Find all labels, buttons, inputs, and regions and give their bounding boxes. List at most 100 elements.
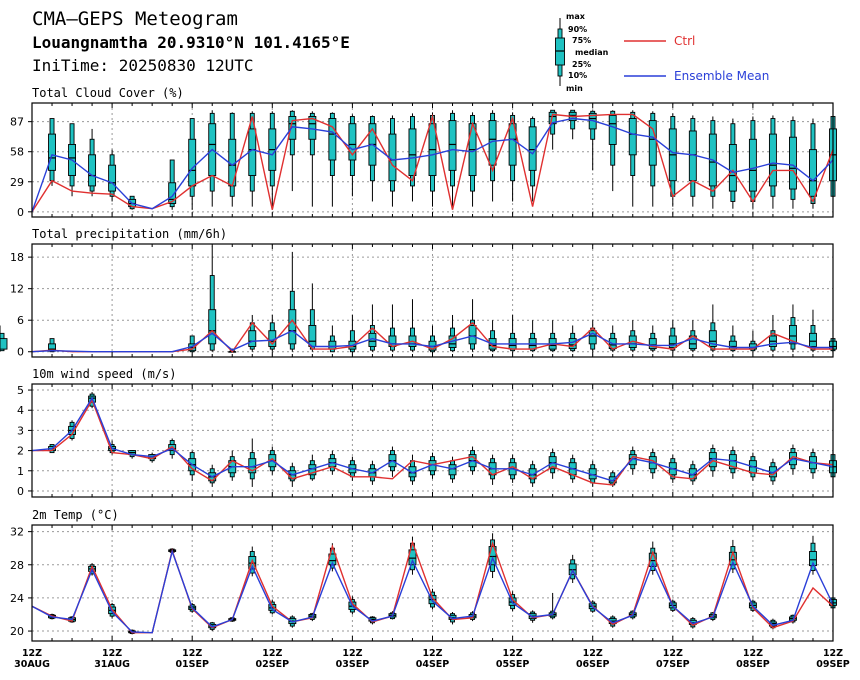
panel-frame (31, 524, 834, 642)
box-inner (708, 452, 717, 468)
x-tick-label-date: 07SEP (656, 659, 690, 670)
ensemble-box (809, 309, 817, 352)
box-legend-label: median (575, 48, 609, 57)
x-tick-label-date: 04SEP (416, 659, 450, 670)
y-tick-label: 6 (17, 314, 24, 327)
ensemble-box (668, 113, 677, 207)
ensemble-box (448, 314, 457, 352)
box-legend-label: 75% (572, 36, 591, 45)
ensemble-box (688, 115, 697, 207)
x-tick-label-date: 31AUG (94, 659, 130, 670)
ensemble-mean-line (31, 549, 834, 634)
ensemble-box (88, 128, 97, 197)
ensemble-box (268, 314, 277, 352)
ensemble-box (108, 149, 117, 202)
ensemble-box (0, 325, 8, 352)
ensemble-box (448, 110, 457, 207)
box-inner (348, 123, 357, 161)
box-inner (188, 138, 197, 187)
x-tick-label-hour: 12Z (503, 648, 523, 659)
legend-ctrl-label: Ctrl (674, 34, 695, 48)
ensemble-box (248, 314, 257, 352)
ensemble-box (648, 325, 657, 352)
x-tick-label-hour: 12Z (422, 648, 442, 659)
ensemble-box (488, 533, 497, 579)
ensemble-box (608, 110, 617, 192)
y-tick-label: 58 (10, 146, 24, 159)
box-inner (0, 338, 8, 350)
box-inner (468, 325, 477, 345)
y-tick-label: 12 (10, 283, 24, 296)
ensemble-box (768, 115, 777, 209)
panel-title: 2m Temp (°C) (32, 508, 119, 522)
box-legend-label: min (566, 84, 583, 93)
ensemble-box (708, 116, 717, 209)
y-tick-label: 0 (17, 485, 24, 498)
panel-title: Total Cloud Cover (%) (32, 86, 184, 100)
x-tick-label-hour: 12Z (663, 648, 683, 659)
ensemble-box (188, 118, 197, 210)
box-inner (789, 136, 797, 190)
x-tick-label-hour: 12Z (22, 648, 42, 659)
location-line: Louangnamtha 20.9310°N 101.4165°E (32, 33, 350, 52)
y-tick-label: 32 (10, 526, 24, 539)
x-tick-label-date: 08SEP (736, 659, 770, 670)
ensemble-mean-line (31, 117, 834, 213)
x-tick-label-hour: 12Z (262, 648, 282, 659)
ensemble-box (488, 110, 497, 202)
x-tick-label-date: 05SEP (496, 659, 530, 670)
box-inner (608, 114, 617, 145)
x-tick-label-hour: 12Z (182, 648, 202, 659)
box-inner (648, 338, 657, 350)
x-tick-label-hour: 12Z (743, 648, 763, 659)
x-tick-label-date: 06SEP (576, 659, 610, 670)
ensemble-box (568, 109, 577, 140)
box-inner (248, 330, 257, 347)
y-tick-label: 0 (17, 206, 24, 219)
box-inner (48, 133, 56, 171)
x-tick-label-date: 01SEP (175, 659, 209, 670)
y-tick-label: 87 (10, 116, 24, 129)
ensemble-box (668, 320, 677, 352)
box-inner (748, 138, 757, 192)
ensemble-box (568, 554, 577, 583)
box-inner (168, 182, 177, 204)
box-inner (768, 133, 777, 187)
box-inner (88, 154, 97, 187)
location-coordinates: 20.9310°N 101.4165°E (157, 33, 350, 52)
ensemble-box (308, 283, 317, 352)
ensemble-box (268, 111, 277, 209)
panel-title: 10m wind speed (m/s) (32, 367, 177, 381)
x-tick-label-date: 03SEP (336, 659, 370, 670)
y-tick-label: 28 (10, 559, 24, 572)
box-inner (408, 128, 417, 176)
y-tick-label: 0 (17, 346, 24, 359)
ensemble-box (308, 111, 317, 207)
ensemble-mean-line (31, 396, 834, 482)
ensemble-box (628, 320, 637, 352)
box-inner (208, 309, 217, 345)
ensemble-box (248, 438, 257, 487)
y-tick-label: 29 (10, 176, 24, 189)
box-inner (588, 330, 597, 345)
y-tick-label: 4 (17, 404, 24, 417)
ensemble-box (588, 110, 597, 171)
box-legend-label: max (566, 12, 586, 21)
y-tick-label: 18 (10, 251, 24, 264)
y-tick-label: 1 (17, 465, 24, 478)
box-legend-label: 10% (568, 71, 587, 80)
ensemble-box (568, 325, 577, 352)
box-inner (668, 335, 677, 348)
ensemble-box (528, 320, 537, 352)
ensemble-mean-line (31, 329, 833, 353)
box-inner (628, 118, 637, 156)
ensemble-box (588, 320, 597, 352)
box-inner (528, 126, 537, 171)
ensemble-box (809, 118, 817, 209)
ensemble-box (789, 304, 797, 352)
ensemble-box (789, 116, 797, 209)
ensemble-box (428, 112, 437, 207)
box-inner (809, 149, 817, 197)
y-tick-label: 3 (17, 424, 24, 437)
ensemble-box (508, 314, 517, 352)
